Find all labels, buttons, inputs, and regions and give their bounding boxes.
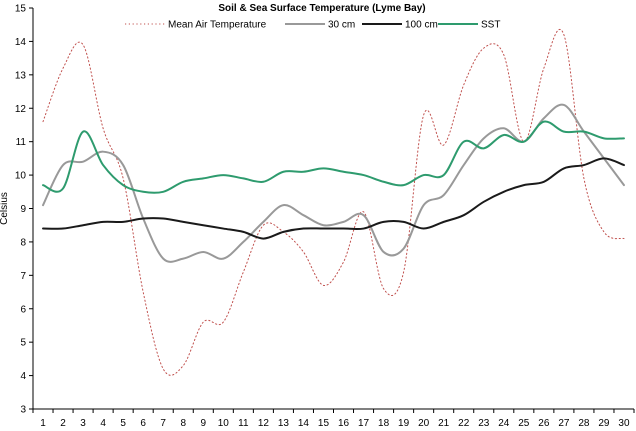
legend-label: 30 cm: [328, 20, 355, 31]
x-tick-label: 17: [358, 418, 370, 429]
x-tick-label: 15: [318, 418, 330, 429]
x-tick-label: 28: [578, 418, 590, 429]
x-tick-label: 18: [378, 418, 390, 429]
x-tick-label: 25: [518, 418, 530, 429]
legend-item-100-cm: 100 cm: [362, 20, 438, 31]
legend-label: Mean Air Temperature: [168, 20, 267, 31]
x-tick-label: 19: [398, 418, 410, 429]
x-tick-label: 24: [498, 418, 510, 429]
x-tick-label: 6: [140, 418, 146, 429]
chart-title: Soil & Sea Surface Temperature (Lyme Bay…: [218, 3, 425, 14]
x-tick-label: 10: [218, 418, 230, 429]
y-tick-label: 11: [16, 137, 27, 148]
y-tick-label: 12: [15, 104, 27, 115]
x-tick-label: 1: [40, 418, 46, 429]
y-tick-label: 3: [20, 405, 26, 416]
legend-item-sst: SST: [438, 20, 500, 31]
x-tick-label: 21: [438, 418, 450, 429]
legend-item-30-cm: 30 cm: [285, 20, 355, 31]
x-tick-label: 23: [478, 418, 490, 429]
y-tick-label: 7: [20, 271, 26, 282]
x-tick-label: 20: [418, 418, 430, 429]
x-tick-label: 27: [558, 418, 570, 429]
x-tick-label: 5: [120, 418, 126, 429]
x-tick-label: 4: [100, 418, 106, 429]
y-tick-label: 13: [15, 70, 27, 81]
x-tick-label: 30: [618, 418, 630, 429]
y-tick-label: 6: [20, 304, 26, 315]
series-layer: [42, 28, 625, 376]
series-line-100-cm: [42, 157, 625, 240]
legend: Mean Air Temperature 30 cm 100 cm SST: [125, 20, 500, 31]
legend-item-mean-air-temperature: Mean Air Temperature: [125, 20, 267, 31]
y-tick-label: 9: [20, 204, 26, 215]
y-tick-label: 15: [15, 4, 27, 15]
x-tick-label: 7: [160, 418, 166, 429]
x-tick-label: 29: [598, 418, 610, 429]
y-axis-label: Celsius: [0, 192, 10, 225]
y-tick-label: 8: [20, 237, 26, 248]
y-tick-label: 10: [15, 171, 27, 182]
x-tick-label: 16: [338, 418, 350, 429]
x-tick-label: 9: [201, 418, 207, 429]
y-tick-label: 14: [15, 37, 27, 48]
legend-label: 100 cm: [405, 20, 438, 31]
x-tick-label: 8: [180, 418, 186, 429]
legend-label: SST: [481, 20, 500, 31]
x-tick-label: 12: [258, 418, 270, 429]
x-tick-label: 11: [238, 418, 249, 429]
x-tick-label: 2: [60, 418, 66, 429]
series-line-mean-air-temperature: [42, 28, 625, 376]
y-tick-label: 5: [20, 338, 26, 349]
x-tick-label: 26: [538, 418, 550, 429]
y-tick-label: 4: [20, 371, 26, 382]
series-line-sst: [42, 120, 625, 194]
x-tick-label: 22: [458, 418, 470, 429]
x-tick-label: 3: [80, 418, 86, 429]
x-tick-label: 13: [278, 418, 290, 429]
x-tick-label: 14: [298, 418, 310, 429]
